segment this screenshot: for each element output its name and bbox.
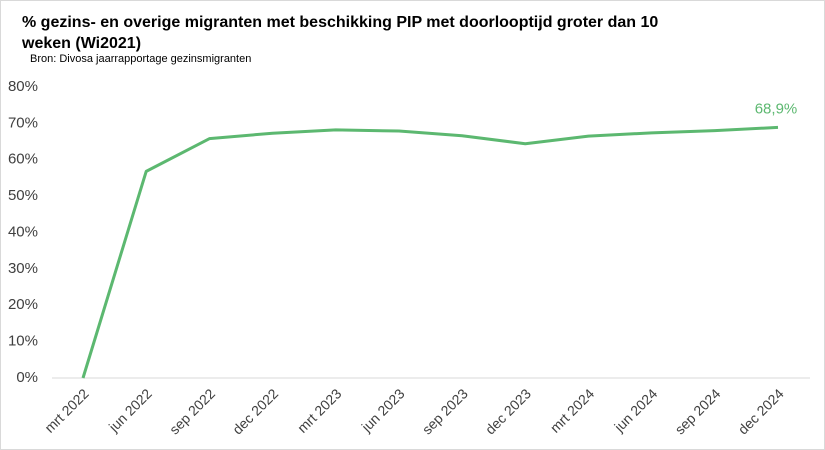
- y-tick-label: 50%: [8, 187, 38, 204]
- chart-title: weken (Wi2021): [21, 35, 141, 52]
- y-tick-label: 10%: [8, 333, 38, 350]
- y-tick-label: 20%: [8, 296, 38, 313]
- chart-title: % gezins- en overige migranten met besch…: [22, 14, 658, 31]
- y-tick-label: 30%: [8, 260, 38, 277]
- y-tick-label: 70%: [8, 114, 38, 131]
- y-tick-label: 0%: [16, 369, 38, 386]
- data-label: 68,9%: [755, 100, 798, 117]
- data-line: [81, 125, 779, 379]
- y-tick-label: 80%: [8, 78, 38, 95]
- chart-subtitle: Bron: Divosa jaarrapportage gezinsmigran…: [30, 53, 251, 65]
- y-tick-label: 60%: [8, 151, 38, 168]
- y-tick-label: 40%: [8, 223, 38, 240]
